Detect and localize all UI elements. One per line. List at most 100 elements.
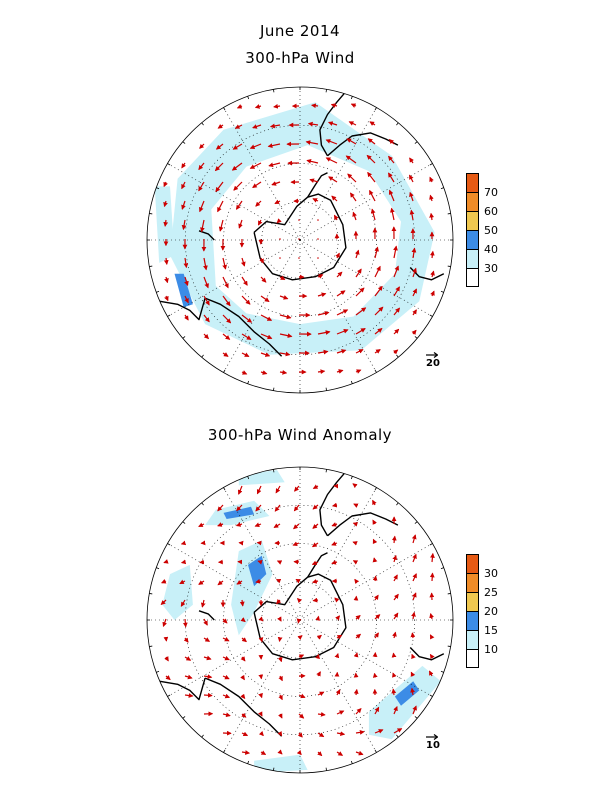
boundary-tick xyxy=(440,567,444,570)
wind-vector xyxy=(222,655,230,661)
coastline xyxy=(204,677,283,737)
wind-vector xyxy=(317,751,323,757)
colorbar-wind: 70 60 50 40 30 xyxy=(466,173,526,287)
coastline xyxy=(327,132,399,157)
wind-vector xyxy=(241,333,252,340)
colorbar-tick-label: 40 xyxy=(484,243,498,256)
boundary-tick xyxy=(223,107,226,111)
wind-vector xyxy=(277,636,283,643)
boundary-tick xyxy=(149,213,153,215)
wind-vector xyxy=(412,553,417,563)
wind-vector xyxy=(352,522,359,527)
boundary-tick xyxy=(167,314,171,317)
wind-vector xyxy=(277,656,283,663)
wind-vector xyxy=(214,162,224,172)
wind-vector xyxy=(279,351,291,357)
wind-vector xyxy=(257,219,263,226)
wind-vector xyxy=(294,485,300,492)
wind-vector xyxy=(334,652,340,659)
colorbar-cell xyxy=(466,649,479,668)
wind-vector xyxy=(331,502,338,508)
wind-vector xyxy=(327,121,338,126)
meridian-line xyxy=(223,487,301,621)
wind-vector xyxy=(393,328,400,335)
wind-vector xyxy=(163,559,169,564)
wind-vector xyxy=(222,295,231,307)
boundary-tick xyxy=(440,290,444,293)
wind-vector xyxy=(334,597,340,603)
wind-vector xyxy=(180,540,187,546)
meridian-line xyxy=(299,163,433,241)
wind-vector xyxy=(279,295,289,300)
wind-vector xyxy=(184,693,194,698)
boundary-tick xyxy=(325,387,327,391)
wind-vector xyxy=(241,731,249,737)
wind-vector xyxy=(336,309,349,316)
wind-vector xyxy=(203,314,210,323)
wind-vector xyxy=(254,522,262,527)
boundary-tick xyxy=(396,354,399,358)
wind-vector xyxy=(429,176,434,183)
colorbar-tick-label: 15 xyxy=(484,624,498,637)
meridian-line xyxy=(299,487,377,621)
wind-vector xyxy=(233,181,243,191)
wind-vector xyxy=(312,597,319,603)
boundary-tick xyxy=(223,487,226,491)
boundary-tick xyxy=(167,163,171,166)
wind-vector xyxy=(388,189,395,202)
wind-vector xyxy=(372,499,377,506)
wind-vector xyxy=(165,675,171,681)
wind-vector xyxy=(297,732,303,738)
wind-vector xyxy=(217,522,224,527)
wind-vector xyxy=(336,731,346,736)
colorbar-tick-label: 60 xyxy=(484,205,498,218)
wind-vector xyxy=(307,121,319,127)
wind-vector xyxy=(239,599,245,607)
boundary-tick xyxy=(374,369,377,373)
wind-vector xyxy=(273,103,281,109)
coastline xyxy=(319,471,347,537)
wind-vector xyxy=(279,333,293,338)
boundary-tick xyxy=(247,760,250,764)
wind-vector xyxy=(180,559,187,565)
wind-vector xyxy=(273,523,281,528)
boundary-tick xyxy=(325,767,327,771)
wind-vector xyxy=(325,139,338,145)
wind-vector xyxy=(349,192,357,202)
wind-vector xyxy=(429,634,435,640)
wind-shading-region xyxy=(170,102,435,355)
boundary-tick xyxy=(156,187,160,190)
wind-vector xyxy=(372,672,378,678)
wind-vector xyxy=(184,656,192,661)
wind-vector xyxy=(325,157,338,164)
colorbar-cell xyxy=(466,211,479,231)
wind-vector xyxy=(271,181,281,186)
wind-vector xyxy=(317,311,330,316)
wind-shading-region xyxy=(238,470,285,486)
wind-vector-dot xyxy=(317,238,319,240)
wind-vector xyxy=(198,522,205,528)
reference-vector-label: 20 xyxy=(426,358,440,369)
wind-vector xyxy=(203,655,212,661)
wind-vector xyxy=(199,200,205,213)
wind-vector xyxy=(369,189,376,202)
boundary-tick xyxy=(414,141,418,144)
wind-vector xyxy=(255,200,262,207)
wind-vector xyxy=(217,123,224,129)
wind-vector xyxy=(391,688,397,696)
coastline xyxy=(159,297,206,321)
wind-vector xyxy=(429,653,435,660)
wind-vector xyxy=(163,257,169,265)
wind-vector xyxy=(277,730,283,737)
wind-vector xyxy=(409,209,415,221)
coastline xyxy=(409,647,445,661)
wind-vector xyxy=(164,656,169,662)
reference-arrow-icon xyxy=(426,352,438,358)
wind-vector xyxy=(412,592,417,601)
wind-vector xyxy=(317,274,324,279)
boundary-tick xyxy=(325,89,327,93)
wind-vector xyxy=(296,597,303,604)
wind-vector xyxy=(278,713,283,719)
wind-vector xyxy=(390,207,395,221)
wind-vector xyxy=(374,614,381,620)
